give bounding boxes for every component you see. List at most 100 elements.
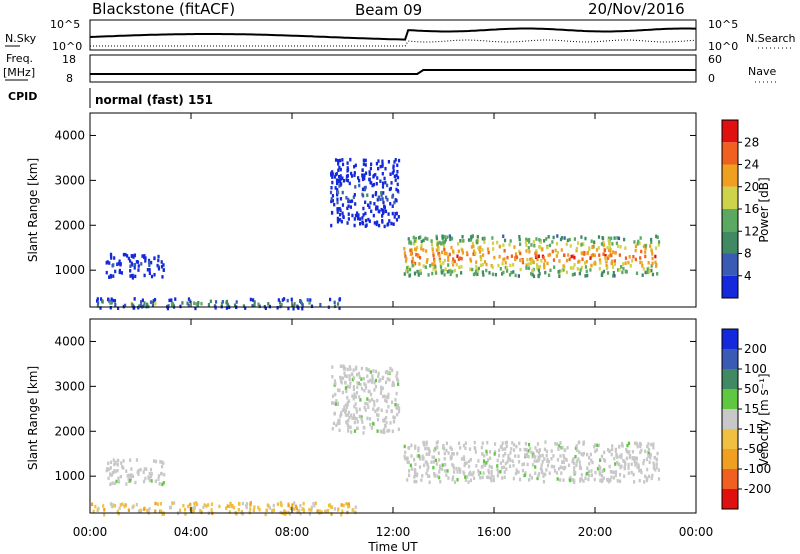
echo-cell: [498, 244, 501, 249]
echo-cell: [620, 464, 623, 469]
echo-cell: [605, 266, 609, 271]
echo-cell: [99, 297, 103, 301]
echo-cell: [546, 261, 549, 266]
echo-cell: [385, 409, 388, 414]
echo-cell: [580, 473, 583, 477]
echo-cell: [360, 366, 363, 371]
echo-cell: [382, 418, 385, 423]
echo-cell: [443, 258, 446, 263]
echo-cell: [377, 223, 381, 228]
echo-cell: [407, 460, 410, 465]
echo-cell: [462, 443, 466, 448]
echo-cell: [345, 502, 348, 506]
echo-cell: [132, 255, 135, 259]
echo-cell: [378, 209, 381, 214]
echo-cell: [340, 503, 343, 507]
echo-cell: [551, 249, 554, 254]
echo-cell: [336, 210, 339, 214]
echo-cell: [280, 302, 283, 307]
echo-cell: [429, 263, 432, 268]
echo-cell: [276, 306, 279, 310]
echo-cell: [385, 399, 388, 404]
echo-cell: [543, 263, 546, 267]
echo-cell: [504, 452, 507, 456]
echo-cell: [334, 402, 338, 406]
echo-cell: [625, 270, 628, 274]
echo-cell: [125, 482, 128, 486]
echo-cell: [650, 268, 653, 273]
echo-cell: [194, 501, 198, 505]
echo-cell: [363, 176, 366, 181]
echo-cell: [534, 455, 537, 459]
echo-cell: [372, 173, 375, 178]
freq-right-tick-low: 0: [708, 72, 715, 85]
echo-cell: [443, 457, 446, 461]
echo-cell: [488, 450, 492, 454]
echo-cell: [588, 247, 591, 252]
echo-cell: [558, 269, 561, 274]
echo-cell: [610, 253, 613, 258]
echo-cell: [351, 508, 354, 512]
y-tick-label: 4000: [54, 334, 85, 348]
echo-cell: [346, 206, 349, 211]
colorbar-cell: [722, 329, 738, 349]
echo-cell: [584, 476, 587, 481]
echo-cell: [481, 248, 484, 252]
echo-cell: [655, 246, 658, 250]
echo-cell: [453, 268, 456, 273]
echo-cell: [133, 253, 136, 258]
echo-cell: [406, 478, 409, 482]
echo-cell: [171, 501, 174, 505]
echo-cell: [487, 250, 490, 255]
echo-cell: [289, 506, 292, 511]
echo-cell: [479, 245, 482, 250]
echo-cell: [161, 275, 164, 279]
echo-cell: [422, 238, 425, 243]
echo-cell: [647, 261, 650, 265]
echo-cell: [513, 245, 516, 249]
echo-cell: [352, 385, 355, 389]
echo-cell: [109, 301, 112, 305]
echo-cell: [371, 377, 374, 382]
echo-cell: [168, 298, 171, 303]
echo-cell: [395, 377, 399, 381]
echo-cell: [406, 269, 409, 274]
echo-cell: [636, 465, 639, 469]
noise-left-label: N.Sky: [5, 32, 37, 45]
echo-cell: [162, 268, 165, 272]
echo-cell: [382, 210, 385, 214]
x-tick-label: 16:00: [477, 525, 512, 539]
echo-cell: [151, 303, 155, 308]
echo-cell: [346, 166, 349, 170]
echo-cell: [501, 459, 505, 463]
echo-cell: [336, 207, 339, 211]
echo-cell: [622, 459, 625, 463]
velocity-colorbar-frame: [721, 328, 739, 510]
echo-cell: [324, 509, 327, 514]
echo-cell: [218, 504, 221, 509]
echo-cell: [410, 443, 413, 448]
echo-cell: [469, 478, 473, 483]
echo-cell: [503, 475, 506, 480]
echo-cell: [561, 268, 564, 273]
echo-cell: [130, 254, 133, 258]
echo-cell: [372, 182, 376, 187]
echo-cell: [113, 462, 116, 467]
echo-cell: [373, 399, 376, 404]
echo-cell: [107, 297, 110, 302]
echo-cell: [431, 271, 434, 276]
echo-cell: [642, 244, 646, 249]
echo-cell: [347, 418, 350, 423]
echo-cell: [644, 244, 647, 248]
echo-cell: [117, 511, 120, 516]
echo-cell: [447, 258, 450, 262]
echo-cell: [354, 163, 357, 168]
echo-cell: [460, 271, 463, 275]
echo-cell: [464, 441, 467, 445]
echo-cell: [489, 476, 492, 481]
echo-cell: [605, 263, 608, 268]
echo-cell: [554, 248, 557, 253]
echo-cell: [623, 237, 626, 242]
echo-cell: [346, 384, 349, 389]
echo-cell: [442, 444, 445, 449]
